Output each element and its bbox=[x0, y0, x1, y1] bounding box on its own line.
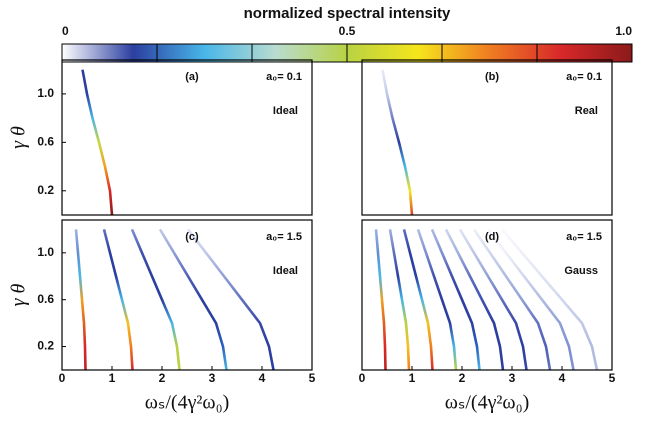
panel-frame bbox=[61, 59, 313, 216]
spectral-line bbox=[81, 69, 114, 215]
spectral-line bbox=[458, 228, 528, 370]
panel-parameter: a₀= 1.5 bbox=[566, 231, 602, 243]
spectral-line bbox=[74, 229, 87, 370]
x-tick-label: 1 bbox=[409, 371, 416, 385]
plot-area bbox=[374, 228, 599, 370]
y-tick-label: 0.6 bbox=[37, 135, 54, 149]
x-tick-label: 3 bbox=[209, 371, 216, 385]
x-axis-label: ωₛ/(4γ²ω₀) bbox=[145, 392, 229, 414]
panel-label: (c) bbox=[185, 231, 199, 243]
x-tick-label: 5 bbox=[309, 371, 316, 385]
x-tick-label: 2 bbox=[459, 371, 466, 385]
colorbar-tick-label: 0 bbox=[62, 24, 69, 38]
y-axis-label: γ θ bbox=[8, 126, 30, 149]
spectral-line bbox=[444, 228, 505, 370]
panel-mode: Ideal bbox=[273, 265, 298, 277]
x-tick-label: 1 bbox=[109, 371, 116, 385]
panel-frame bbox=[361, 59, 613, 216]
panel: (b) a₀= 0.1 Real bbox=[361, 59, 613, 216]
panel-mode: Real bbox=[575, 105, 598, 117]
plot-area bbox=[74, 228, 275, 370]
spectral-line bbox=[430, 228, 481, 370]
panel-mode: Gauss bbox=[564, 265, 598, 277]
colorbar-tick-label: 0.5 bbox=[339, 24, 356, 38]
y-axis-label: γ θ bbox=[8, 283, 30, 306]
x-tick-label: 4 bbox=[559, 371, 566, 385]
panel-parameter: a₀= 0.1 bbox=[266, 71, 302, 83]
panel-parameter: a₀= 0.1 bbox=[566, 71, 602, 83]
spectral-line bbox=[501, 228, 599, 370]
spectral-line bbox=[102, 229, 134, 370]
y-tick-label: 1.0 bbox=[37, 245, 54, 259]
x-tick-label: 3 bbox=[509, 371, 516, 385]
y-tick-label: 0.2 bbox=[37, 339, 54, 353]
panel-frame bbox=[61, 219, 313, 371]
y-tick-label: 0.2 bbox=[37, 183, 54, 197]
panel-mode: Ideal bbox=[273, 105, 298, 117]
x-axis-label: ωₛ/(4γ²ω₀) bbox=[445, 392, 529, 414]
panel: (a) a₀= 0.1 Ideal 0.2 0.6 1.0 γ θ bbox=[8, 59, 313, 216]
colorbar-title: normalized spectral intensity bbox=[244, 5, 451, 22]
spectral-line bbox=[416, 228, 458, 370]
spectral-line bbox=[374, 229, 387, 370]
spectral-line bbox=[486, 228, 575, 370]
panel-label: (d) bbox=[485, 231, 499, 243]
x-tick-label: 2 bbox=[159, 371, 166, 385]
panel-label: (b) bbox=[485, 71, 499, 83]
y-tick-label: 0.6 bbox=[37, 292, 54, 306]
x-tick-label: 0 bbox=[359, 371, 366, 385]
y-tick-label: 1.0 bbox=[37, 86, 54, 100]
panel: (d) a₀= 1.5 Gauss 0 1 2 3 4 5 ωₛ/(4γ²ω₀) bbox=[359, 219, 616, 414]
spectral-line bbox=[388, 229, 411, 370]
spectral-line bbox=[472, 228, 552, 370]
spectral-line bbox=[158, 228, 228, 370]
spectral-line bbox=[381, 69, 414, 215]
panel: (c) a₀= 1.5 Ideal 0 1 2 3 4 5 0.2 0.6 1.0 ωₛ/(4γ²ω₀)… bbox=[8, 219, 316, 414]
plot-area bbox=[381, 69, 414, 215]
x-tick-label: 4 bbox=[259, 371, 266, 385]
panel-frame bbox=[361, 219, 613, 371]
spectral-line bbox=[130, 228, 181, 370]
x-tick-label: 5 bbox=[609, 371, 616, 385]
panel-label: (a) bbox=[185, 71, 199, 83]
spectral-line bbox=[402, 229, 434, 370]
plot-area bbox=[81, 69, 114, 215]
x-tick-label: 0 bbox=[59, 371, 66, 385]
panel-parameter: a₀= 1.5 bbox=[266, 231, 302, 243]
colorbar-tick-label: 1.0 bbox=[615, 24, 632, 38]
colorbar: 0 0.5 1.0 bbox=[61, 24, 633, 63]
spectral-line bbox=[186, 228, 275, 370]
